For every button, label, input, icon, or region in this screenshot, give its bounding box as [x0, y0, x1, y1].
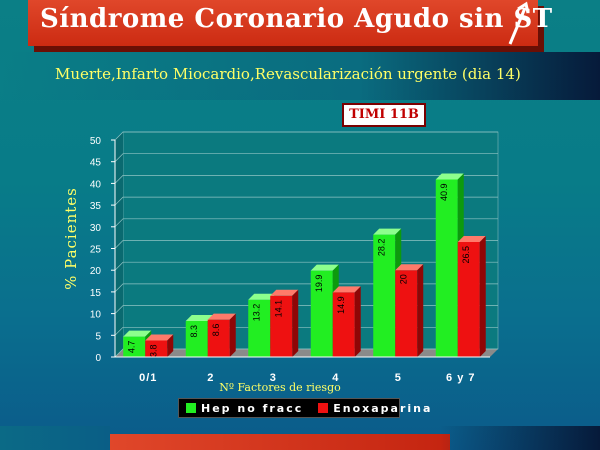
bar-top — [435, 173, 464, 180]
chart-legend: Hep no fracc Enoxaparina — [178, 398, 430, 418]
bar-data-label: 20 — [398, 274, 408, 284]
bar-data-label: 13.2 — [251, 304, 261, 322]
gridline — [114, 131, 498, 141]
y-tick-label: 30 — [90, 223, 102, 234]
bar-top — [457, 235, 486, 242]
bar-data-label: 8.3 — [189, 325, 199, 338]
bar-front — [373, 234, 396, 357]
bar-data-label: 8.6 — [211, 324, 221, 337]
study-badge: TIMI 11B — [342, 103, 426, 127]
gridline — [114, 326, 498, 336]
y-tick-label: 10 — [90, 310, 102, 321]
footer-stripe-left — [0, 426, 110, 450]
y-tick-label: 50 — [90, 136, 102, 147]
bar-front — [270, 295, 293, 357]
arrow-up-right-icon — [508, 1, 530, 45]
title-banner — [28, 0, 538, 46]
legend-swatch-enox — [317, 402, 330, 414]
y-tick-label: 40 — [90, 179, 102, 190]
bar-top — [310, 264, 339, 271]
bar-front — [123, 336, 146, 357]
bar-top — [185, 314, 214, 321]
legend-item-enox: Enoxaparina — [317, 402, 432, 415]
footer-stripe-right — [440, 426, 600, 450]
bar-top — [332, 286, 361, 293]
bar-top — [145, 334, 174, 341]
bar-top — [123, 330, 152, 337]
bar-data-label: 26.5 — [461, 246, 471, 264]
x-axis-title: Nº Factores de riesgo — [219, 381, 341, 394]
bar-top — [395, 264, 424, 271]
y-axis-title: % Pacientes — [62, 187, 80, 290]
bar-front — [435, 179, 458, 357]
bar-enox-5 — [457, 235, 486, 357]
bar-top — [248, 293, 277, 300]
bar-data-label: 14.1 — [273, 300, 283, 318]
bar-side — [479, 235, 486, 357]
bar-side — [354, 286, 361, 357]
legend-label-enox: Enoxaparina — [333, 401, 433, 415]
bar-side — [167, 334, 174, 357]
bar-enox-0 — [145, 334, 174, 357]
gridline — [114, 261, 498, 271]
gridline — [114, 240, 498, 249]
bar-front — [185, 320, 208, 357]
y-tick-label: 25 — [90, 245, 102, 256]
bar-front — [145, 340, 168, 357]
y-tick-label: 0 — [95, 353, 101, 364]
bar-top — [270, 289, 299, 296]
y-tick-label: 20 — [90, 266, 102, 277]
bar-data-label: 40.9 — [439, 183, 449, 201]
bar-data-label: 19.9 — [314, 275, 324, 293]
bar-data-label: 3.8 — [148, 345, 158, 358]
bar-front — [395, 270, 418, 357]
gridline — [114, 305, 498, 314]
slide-title: Síndrome Coronario Agudo sin ST — [40, 4, 553, 34]
y-tick-label: 35 — [90, 201, 102, 212]
gridline — [114, 348, 498, 358]
bar-side — [292, 289, 299, 357]
gridline — [114, 175, 498, 184]
bar-side — [417, 264, 424, 357]
bar-front — [207, 319, 230, 357]
x-tick-label: 5 — [395, 372, 402, 384]
y-tick-label: 15 — [90, 288, 102, 299]
bar-side — [229, 313, 236, 357]
legend-label-hep: Hep no fracc — [201, 401, 304, 415]
y-tick-label: 5 — [95, 331, 101, 342]
gridline — [114, 218, 498, 228]
gridline — [114, 153, 498, 162]
x-tick-label: 0/1 — [139, 372, 157, 384]
bar-front — [332, 292, 355, 357]
legend-item-hep: Hep no fracc — [185, 402, 303, 415]
x-tick-label: 2 — [207, 372, 214, 384]
bar-enox-3 — [332, 286, 361, 357]
bar-data-label: 4.7 — [126, 341, 136, 354]
footer-bar — [110, 434, 450, 450]
bar-front — [457, 241, 480, 357]
x-tick-label: 6 y 7 — [446, 372, 475, 384]
bar-data-label: 28.2 — [376, 239, 386, 257]
gridline — [114, 196, 498, 206]
bar-enox-1 — [207, 313, 236, 357]
gridline — [114, 283, 498, 293]
bar-enox-4 — [395, 264, 424, 357]
bar-top — [207, 313, 236, 320]
bar-enox-2 — [270, 289, 299, 357]
chart-subtitle: Muerte,Infarto Miocardio,Revascularizaci… — [55, 65, 521, 83]
bar-front — [310, 270, 333, 357]
x-tick-label: 3 — [270, 372, 277, 384]
legend-swatch-hep — [185, 402, 197, 414]
bar-data-label: 14.9 — [336, 296, 346, 314]
y-tick-label: 45 — [90, 158, 102, 169]
header-stripe — [0, 52, 600, 100]
x-tick-label: 4 — [332, 372, 339, 384]
bar-front — [248, 299, 271, 357]
bar-top — [373, 228, 402, 235]
